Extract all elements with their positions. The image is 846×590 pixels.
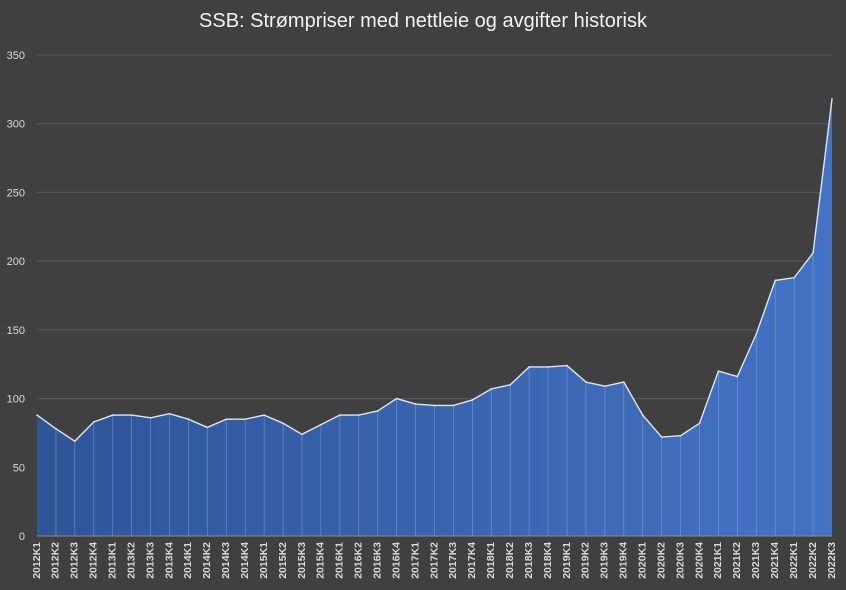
data-point [471, 399, 474, 401]
x-tick-label: 2013K2 [125, 542, 137, 579]
data-point [509, 384, 512, 386]
x-tick-label: 2022K1 [788, 542, 800, 579]
area-fill [37, 98, 832, 536]
data-point [736, 375, 739, 378]
x-tick-label: 2021K3 [750, 542, 762, 579]
data-point [566, 364, 568, 367]
data-point [244, 418, 247, 420]
data-point [357, 414, 360, 416]
data-point [376, 410, 379, 412]
x-tick-label: 2015K4 [315, 542, 327, 579]
data-point [225, 418, 228, 420]
data-point [339, 414, 341, 416]
data-point [130, 414, 133, 416]
data-point [187, 418, 190, 420]
x-tick-label: 2017K1 [409, 542, 421, 579]
x-tick-label: 2012K1 [31, 542, 43, 579]
x-tick-label: 2014K4 [239, 542, 251, 579]
x-tick-label: 2020K3 [674, 542, 686, 579]
x-tick-label: 2012K2 [50, 542, 62, 579]
y-tick-label: 100 [7, 394, 25, 406]
x-tick-label: 2018K3 [523, 542, 535, 579]
data-point [111, 414, 114, 416]
x-tick-label: 2014K3 [220, 542, 232, 579]
x-tick-label: 2022K3 [826, 542, 838, 579]
x-tick-label: 2012K3 [69, 542, 81, 579]
x-tick-label: 2016K4 [390, 542, 402, 579]
data-point [74, 440, 76, 442]
x-tick-label: 2018K2 [504, 542, 516, 579]
x-tick-label: 2016K2 [353, 542, 365, 579]
data-point [660, 436, 663, 438]
x-tick-label: 2017K4 [466, 542, 478, 579]
x-tick-label: 2016K1 [334, 542, 346, 579]
y-tick-label: 300 [7, 119, 25, 131]
data-point [812, 252, 814, 254]
x-tick-label: 2014K1 [182, 542, 194, 579]
x-tick-label: 2021K2 [731, 542, 743, 579]
data-point [433, 404, 436, 407]
data-point [585, 381, 587, 383]
x-tick-label: 2016K3 [371, 542, 383, 579]
data-point [282, 422, 284, 425]
x-tick-label: 2013K4 [163, 542, 175, 579]
data-point [547, 366, 549, 368]
x-tick-label: 2021K1 [712, 542, 724, 579]
x-tick-label: 2013K1 [106, 542, 118, 579]
y-tick-label: 50 [13, 462, 25, 474]
x-tick-label: 2017K3 [447, 542, 459, 579]
data-point [793, 276, 795, 279]
x-tick-label: 2015K2 [277, 542, 289, 579]
x-tick-label: 2014K2 [201, 542, 213, 579]
x-tick-label: 2020K2 [655, 542, 667, 579]
x-tick-label: 2015K1 [258, 542, 270, 579]
data-point [36, 414, 38, 416]
data-point [622, 381, 625, 383]
data-point [414, 403, 417, 405]
data-point [168, 412, 171, 415]
data-point [452, 404, 455, 407]
data-point [395, 397, 398, 400]
data-point [641, 414, 644, 416]
data-point [490, 388, 493, 390]
x-tick-label: 2019K3 [599, 542, 611, 579]
data-point [774, 279, 777, 282]
data-point [55, 428, 57, 430]
y-tick-label: 0 [19, 531, 25, 543]
y-tick-label: 150 [7, 325, 25, 337]
x-tick-label: 2017K2 [428, 542, 440, 579]
x-tick-label: 2019K2 [580, 542, 592, 579]
data-point [755, 333, 758, 335]
data-point [604, 385, 606, 388]
chart-title: SSB: Strømpriser med nettleie og avgifte… [199, 10, 647, 32]
y-tick-label: 250 [7, 187, 25, 199]
data-point [831, 98, 833, 100]
data-point [679, 434, 682, 437]
x-tick-label: 2020K4 [693, 542, 705, 579]
x-tick-label: 2018K1 [485, 542, 497, 579]
y-tick-label: 350 [7, 50, 25, 62]
data-point [263, 414, 265, 416]
x-tick-label: 2020K1 [636, 542, 648, 579]
data-point [206, 426, 209, 429]
data-point [320, 423, 322, 426]
data-point [698, 422, 701, 425]
x-tick-label: 2015K3 [296, 542, 308, 579]
data-point [149, 417, 152, 419]
data-point [301, 433, 303, 436]
data-point [92, 421, 95, 423]
data-point [528, 366, 530, 368]
x-tick-label: 2019K4 [618, 542, 630, 579]
x-tick-label: 2012K4 [88, 542, 100, 579]
x-tick-label: 2013K3 [144, 542, 156, 579]
data-point [717, 370, 720, 372]
x-tick-label: 2021K4 [769, 542, 781, 579]
x-tick-label: 2018K4 [542, 542, 554, 579]
x-tick-label: 2022K2 [807, 542, 819, 579]
x-tick-label: 2019K1 [561, 542, 573, 579]
y-tick-label: 200 [7, 256, 25, 268]
